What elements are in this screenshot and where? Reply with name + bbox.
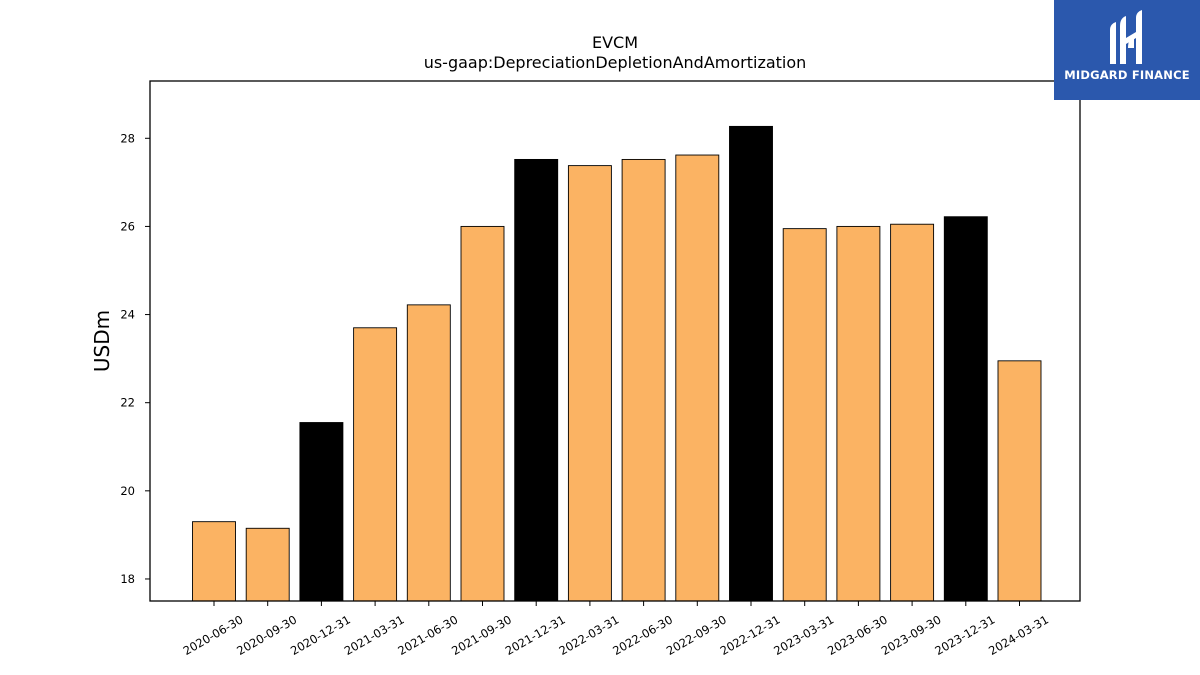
bar-2023-06-30: [836, 225, 881, 602]
bar-2022-09-30: [675, 154, 720, 602]
y-tick-label: 22: [120, 396, 135, 410]
x-tick-label: 2022-12-31: [718, 612, 783, 658]
y-axis-label: USDm: [90, 310, 114, 372]
bar-2020-06-30: [192, 521, 236, 602]
x-tick-label: 2022-06-30: [610, 612, 675, 658]
bar-2023-03-31: [782, 228, 827, 602]
x-tick-label: 2021-06-30: [395, 612, 460, 658]
x-tick-label: 2021-12-31: [503, 612, 568, 658]
bar-2023-09-30: [890, 223, 935, 602]
x-tick-label: 2020-09-30: [234, 612, 299, 658]
chart-title: EVCM: [592, 33, 638, 52]
bar-2022-06-30: [621, 158, 666, 602]
x-tick-label: 2023-12-31: [932, 612, 997, 658]
bar-2023-12-31: [943, 216, 988, 602]
y-tick-label: 26: [120, 219, 135, 233]
y-tick-label: 28: [120, 131, 135, 145]
y-tick-label: 18: [120, 572, 135, 586]
logo-text: MIDGARD FINANCE: [1064, 68, 1190, 82]
bar-2024-03-31: [997, 360, 1042, 602]
bar-2020-09-30: [245, 527, 290, 602]
y-axis-ticks: 18 20 22 24 26 28: [120, 131, 150, 586]
y-tick-label: 24: [120, 308, 135, 322]
x-tick-label: 2021-03-31: [342, 612, 407, 658]
x-tick-label: 2024-03-31: [986, 612, 1051, 658]
x-tick-label: 2020-12-31: [288, 612, 353, 658]
x-tick-label: 2023-03-31: [771, 612, 836, 658]
x-tick-label: 2023-09-30: [879, 612, 944, 658]
x-tick-label: 2021-09-30: [449, 612, 514, 658]
y-tick-label: 20: [120, 484, 135, 498]
x-tick-label: 2023-06-30: [825, 612, 890, 658]
plot-frame: [149, 80, 1081, 602]
bar-2021-06-30: [406, 304, 451, 602]
bar-2022-03-31: [567, 165, 612, 602]
x-tick-label: 2022-03-31: [557, 612, 622, 658]
x-axis-ticks: 2020-06-302020-09-302020-12-312021-03-31…: [181, 601, 1051, 658]
bar-2021-03-31: [353, 327, 398, 602]
bar-2021-12-31: [514, 158, 559, 602]
bar-2021-09-30: [460, 225, 505, 602]
bar-2022-12-31: [729, 125, 773, 602]
midgard-logo-icon: [1110, 10, 1142, 64]
brand-logo: MIDGARD FINANCE: [1054, 0, 1200, 100]
x-tick-label: 2022-09-30: [664, 612, 729, 658]
bars-layer: [192, 125, 1042, 602]
bar-2020-12-31: [299, 422, 344, 602]
x-tick-label: 2020-06-30: [181, 612, 246, 658]
chart-subtitle: us-gaap:DepreciationDepletionAndAmortiza…: [424, 53, 807, 72]
